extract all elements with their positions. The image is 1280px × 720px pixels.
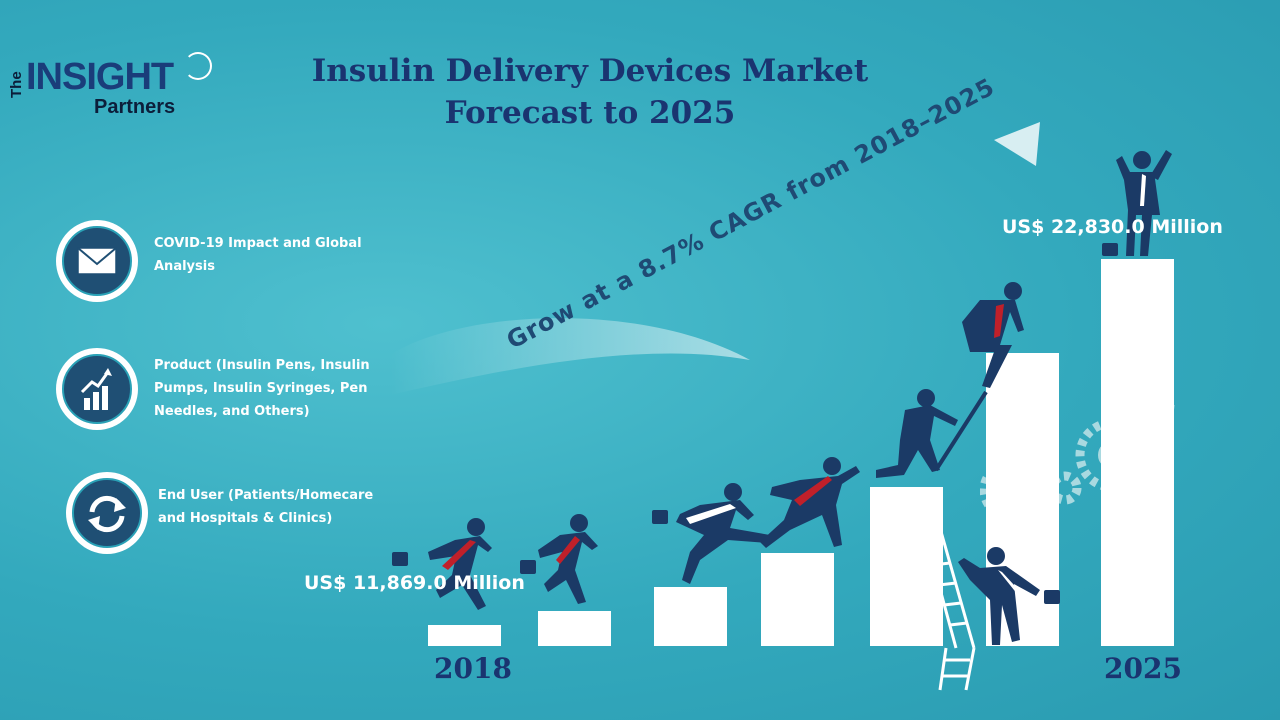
end-value-label: US$ 22,830.0 Million <box>1002 216 1223 238</box>
feature-text: Product (Insulin Pens, Insulin Pumps, In… <box>154 358 370 419</box>
growth-chart-icon <box>80 368 112 410</box>
feature-product: Product (Insulin Pens, Insulin Pumps, In… <box>56 348 386 438</box>
logo-main-text: INSIGHT <box>26 56 174 98</box>
page-title: Insulin Delivery Devices Market Forecast… <box>311 53 869 131</box>
logo-the-text: The <box>8 71 25 98</box>
start-value-label: US$ 11,869.0 Million <box>304 572 525 594</box>
envelope-icon <box>77 247 117 275</box>
bar-step-2 <box>538 611 611 646</box>
business-people-illustration <box>392 150 1172 691</box>
feature-icon-circle <box>66 472 148 554</box>
triangle-decoration <box>994 122 1040 166</box>
logo-sub-text: Partners <box>94 96 176 118</box>
company-logo: The INSIGHT Partners <box>8 52 218 124</box>
bar-step-5 <box>870 487 943 646</box>
feature-covid: COVID-19 Impact and Global Analysis <box>56 220 386 310</box>
swoosh-decoration <box>390 318 750 395</box>
bar-step-4 <box>761 553 834 646</box>
bar-step-3 <box>654 587 727 646</box>
start-year-label: 2018 <box>434 652 512 685</box>
exchange-arrows-icon <box>88 495 126 533</box>
end-year-label: 2025 <box>1104 652 1182 685</box>
feature-text: End User (Patients/Homecare and Hospital… <box>158 488 374 526</box>
feature-icon-circle <box>56 220 138 302</box>
feature-end-user: End User (Patients/Homecare and Hospital… <box>66 472 396 562</box>
logo-ring-icon <box>184 52 212 80</box>
bar-step-1 <box>428 625 501 646</box>
feature-text: COVID-19 Impact and Global Analysis <box>154 236 362 274</box>
feature-icon-circle <box>56 348 138 430</box>
bar-step-7 <box>1101 259 1174 646</box>
